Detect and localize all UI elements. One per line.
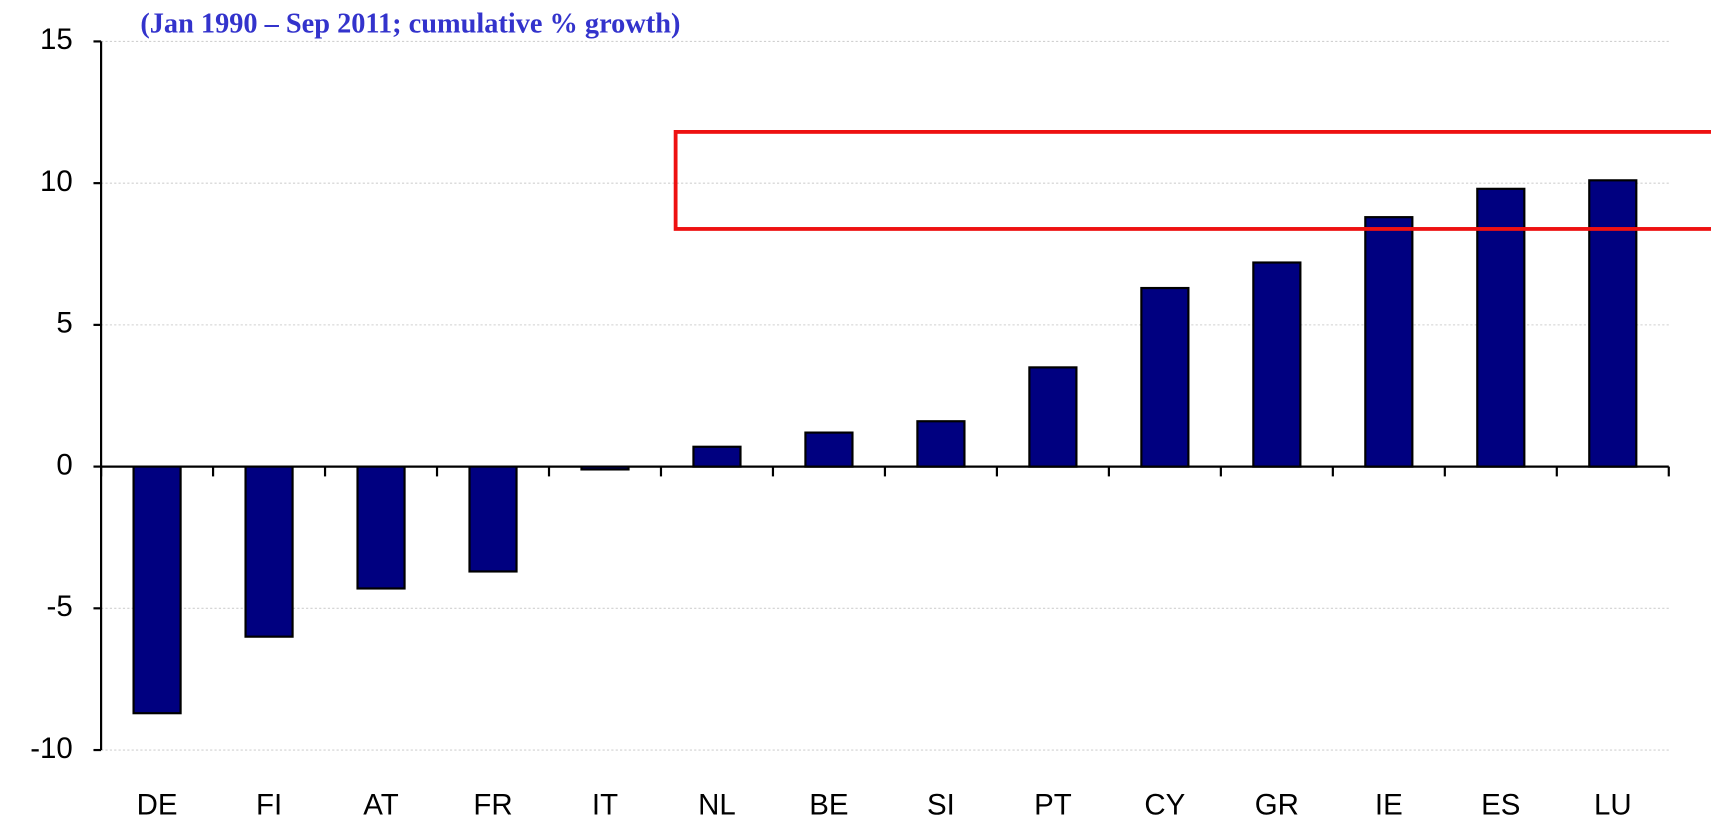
bar [1252,261,1302,468]
x-tick-label: BE [809,789,848,822]
bar [1140,286,1190,468]
x-tick-label: AT [363,789,398,822]
x-tick-label: FI [256,789,282,822]
bar [1364,216,1414,468]
bar [132,465,182,715]
x-tick-label: ES [1481,789,1520,822]
y-tick-label: -5 [47,590,73,623]
chart-subtitle: (Jan 1990 – Sep 2011; cumulative % growt… [140,9,680,40]
x-tick-label: FR [473,789,512,822]
x-tick-label: IT [592,789,618,822]
x-tick-label: SI [927,789,955,822]
bar [244,465,294,638]
x-tick-label: GR [1255,789,1299,822]
bar [468,465,518,573]
y-tick-label: 10 [40,165,73,198]
bar [692,445,742,468]
x-tick-label: CY [1144,789,1185,822]
bar [1588,179,1638,468]
y-tick-label: 5 [56,307,72,340]
bar [1028,366,1078,468]
bar [356,465,406,590]
x-tick-label: DE [137,789,178,822]
x-tick-label: PT [1034,789,1072,822]
y-tick-label: 15 [40,23,73,56]
bar [916,420,966,468]
bar [580,465,630,471]
bar [804,431,854,468]
bar [1476,187,1526,468]
highlight-box [673,130,1711,231]
y-tick-label: 0 [56,448,72,481]
x-tick-label: NL [698,789,736,822]
y-tick-label: -10 [30,732,73,765]
x-tick-label: LU [1594,789,1632,822]
x-tick-label: IE [1375,789,1403,822]
